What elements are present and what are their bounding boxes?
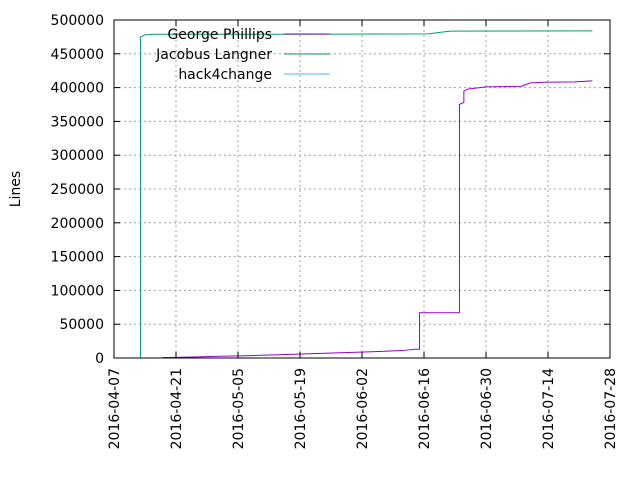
x-tick-label: 2016-06-16 <box>417 368 433 449</box>
x-tick-label: 2016-04-21 <box>169 368 185 449</box>
x-tick-label: 2016-05-05 <box>231 368 247 449</box>
y-tick-label: 350000 <box>51 114 104 130</box>
series-line-george-phillips <box>162 80 593 359</box>
y-tick-label: 450000 <box>51 47 104 63</box>
x-tick-label: 2016-07-28 <box>603 368 619 449</box>
legend: George Phillips Jacobus Langner hack4chang… <box>155 27 330 83</box>
legend-label-hack4change: hack4change <box>178 67 272 83</box>
y-tick-label: 150000 <box>51 250 104 266</box>
grid-lines <box>114 20 610 358</box>
x-tick-label: 2016-04-07 <box>107 368 123 449</box>
axis-ticks <box>113 19 611 359</box>
x-tick-label: 2016-05-19 <box>293 368 309 449</box>
y-tick-label: 500000 <box>51 13 104 29</box>
legend-label-george-phillips: George Phillips <box>167 27 272 43</box>
y-tick-label: 50000 <box>59 317 104 333</box>
y-tick-label: 200000 <box>51 216 104 232</box>
x-tick-label: 2016-06-02 <box>355 368 371 449</box>
y-tick-labels: 0 50000 100000 150000 200000 250000 300000 3500… <box>51 13 104 367</box>
x-tick-label: 2016-07-14 <box>541 368 557 449</box>
y-tick-label: 400000 <box>51 81 104 97</box>
y-tick-label: 100000 <box>51 283 104 299</box>
legend-label-jacobus-langner: Jacobus Langner <box>155 47 272 63</box>
y-axis-title: Lines <box>8 171 24 207</box>
x-tick-labels: 2016-04-07 2016-04-21 2016-05-05 2016-05-19… <box>107 368 619 449</box>
y-tick-label: 300000 <box>51 148 104 164</box>
y-tick-label: 0 <box>95 351 104 367</box>
y-tick-label: 250000 <box>51 182 104 198</box>
x-tick-label: 2016-06-30 <box>479 368 495 449</box>
